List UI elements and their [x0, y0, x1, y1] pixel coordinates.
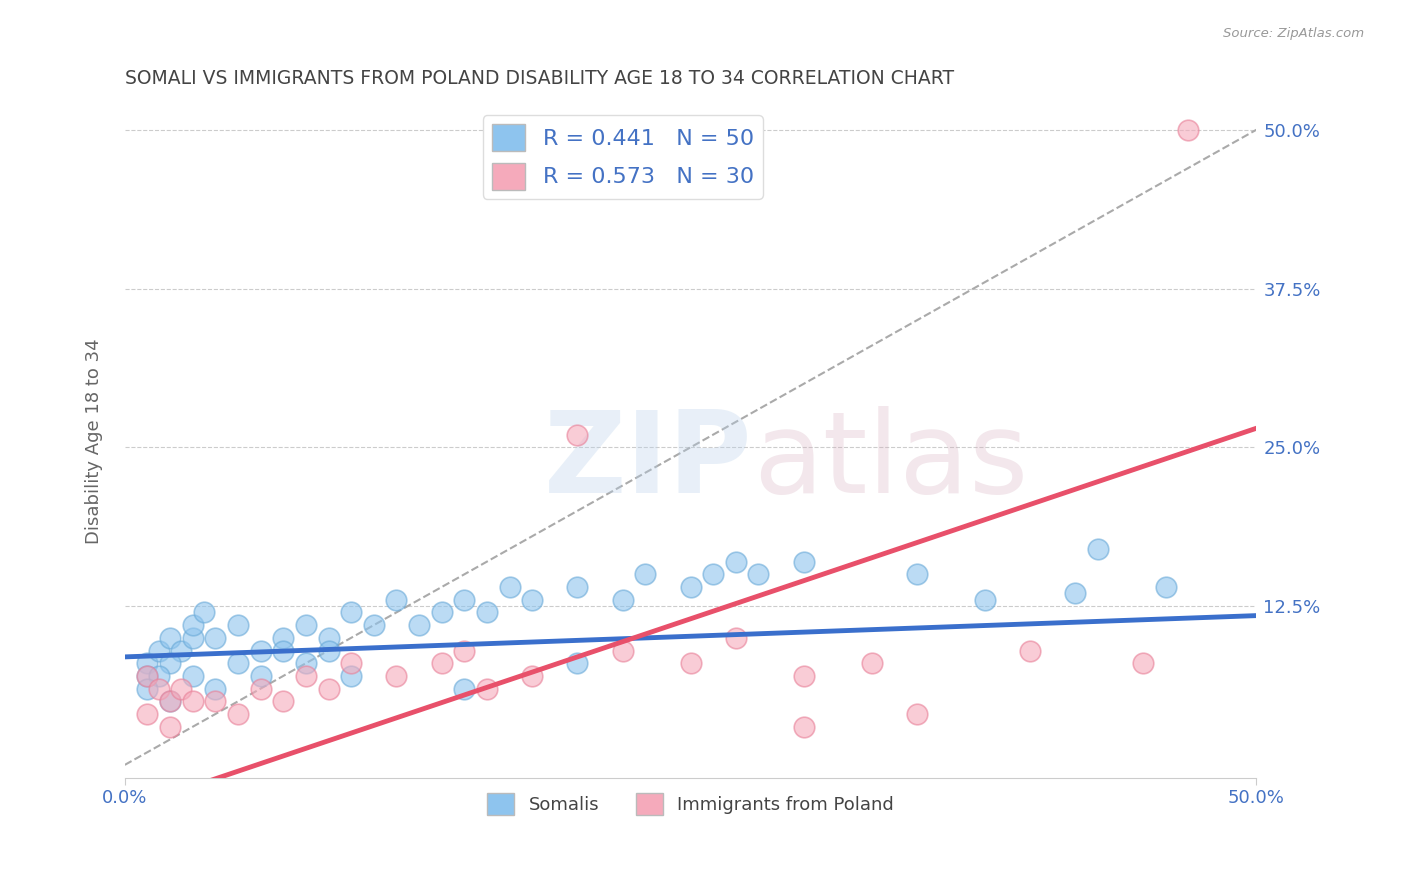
Point [318, 631, 340, 645]
Point [249, 681, 271, 696]
Point [905, 567, 928, 582]
Point [385, 669, 408, 683]
Point [679, 657, 702, 671]
Point [204, 681, 226, 696]
Point [747, 567, 769, 582]
Point [1154, 580, 1177, 594]
Point [793, 555, 815, 569]
Point [522, 592, 544, 607]
Point [634, 567, 657, 582]
Point [408, 618, 430, 632]
Point [363, 618, 385, 632]
Point [249, 643, 271, 657]
Text: atlas: atlas [752, 406, 1028, 516]
Point [181, 618, 204, 632]
Point [522, 669, 544, 683]
Point [271, 631, 294, 645]
Y-axis label: Disability Age 18 to 34: Disability Age 18 to 34 [86, 338, 103, 544]
Point [148, 643, 170, 657]
Point [226, 618, 249, 632]
Point [295, 618, 318, 632]
Point [340, 657, 363, 671]
Point [453, 681, 475, 696]
Point [148, 669, 170, 683]
Point [567, 427, 589, 442]
Point [453, 643, 475, 657]
Point [793, 720, 815, 734]
Point [430, 606, 453, 620]
Point [905, 707, 928, 722]
Text: Source: ZipAtlas.com: Source: ZipAtlas.com [1223, 27, 1364, 40]
Point [724, 631, 747, 645]
Point [1064, 586, 1087, 600]
Point [612, 592, 634, 607]
Point [148, 681, 170, 696]
Point [181, 694, 204, 708]
Point [159, 720, 181, 734]
Point [679, 580, 702, 594]
Point [567, 580, 589, 594]
Point [612, 643, 634, 657]
Point [226, 657, 249, 671]
Point [340, 669, 363, 683]
Point [181, 669, 204, 683]
Point [385, 592, 408, 607]
Point [973, 592, 995, 607]
Point [793, 669, 815, 683]
Point [475, 606, 498, 620]
Point [1177, 122, 1199, 136]
Point [159, 694, 181, 708]
Legend: Somalis, Immigrants from Poland: Somalis, Immigrants from Poland [479, 786, 901, 822]
Point [193, 606, 215, 620]
Point [136, 681, 159, 696]
Point [159, 657, 181, 671]
Point [1132, 657, 1154, 671]
Point [271, 694, 294, 708]
Point [136, 707, 159, 722]
Point [498, 580, 520, 594]
Point [702, 567, 724, 582]
Point [318, 681, 340, 696]
Point [295, 669, 318, 683]
Point [136, 657, 159, 671]
Text: SOMALI VS IMMIGRANTS FROM POLAND DISABILITY AGE 18 TO 34 CORRELATION CHART: SOMALI VS IMMIGRANTS FROM POLAND DISABIL… [125, 69, 953, 87]
Point [204, 631, 226, 645]
Point [567, 657, 589, 671]
Point [136, 669, 159, 683]
Point [204, 694, 226, 708]
Point [1087, 541, 1109, 556]
Point [170, 681, 193, 696]
Point [430, 657, 453, 671]
Point [453, 592, 475, 607]
Point [295, 657, 318, 671]
Point [724, 555, 747, 569]
Point [226, 707, 249, 722]
Point [249, 669, 271, 683]
Point [475, 681, 498, 696]
Point [271, 643, 294, 657]
Point [181, 631, 204, 645]
Point [159, 631, 181, 645]
Point [340, 606, 363, 620]
Text: ZIP: ZIP [544, 406, 752, 516]
Point [170, 643, 193, 657]
Point [318, 643, 340, 657]
Point [159, 694, 181, 708]
Point [860, 657, 883, 671]
Point [136, 669, 159, 683]
Point [1019, 643, 1042, 657]
